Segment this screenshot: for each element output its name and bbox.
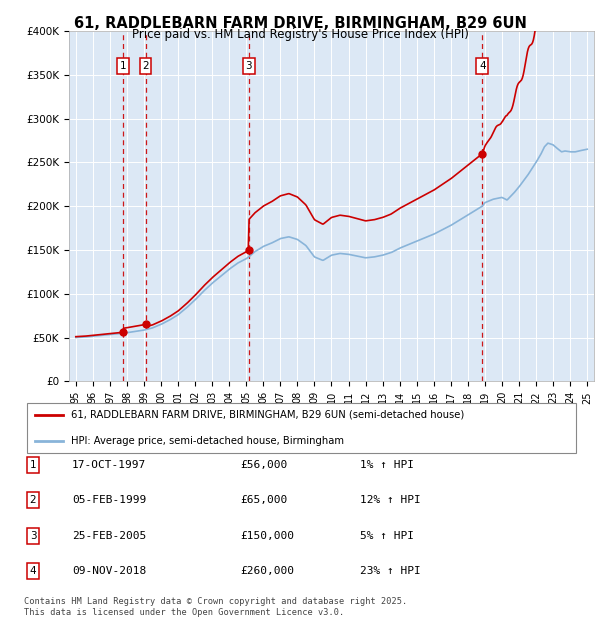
Text: 1: 1	[29, 460, 37, 470]
Text: 1% ↑ HPI: 1% ↑ HPI	[360, 460, 414, 470]
Text: 61, RADDLEBARN FARM DRIVE, BIRMINGHAM, B29 6UN (semi-detached house): 61, RADDLEBARN FARM DRIVE, BIRMINGHAM, B…	[71, 410, 464, 420]
FancyBboxPatch shape	[27, 403, 577, 453]
Text: 05-FEB-1999: 05-FEB-1999	[72, 495, 146, 505]
Text: HPI: Average price, semi-detached house, Birmingham: HPI: Average price, semi-detached house,…	[71, 436, 344, 446]
Text: 2: 2	[142, 61, 149, 71]
Text: 23% ↑ HPI: 23% ↑ HPI	[360, 566, 421, 576]
Text: Contains HM Land Registry data © Crown copyright and database right 2025.
This d: Contains HM Land Registry data © Crown c…	[24, 598, 407, 617]
Text: 61, RADDLEBARN FARM DRIVE, BIRMINGHAM, B29 6UN: 61, RADDLEBARN FARM DRIVE, BIRMINGHAM, B…	[74, 16, 526, 30]
Text: £260,000: £260,000	[240, 566, 294, 576]
Text: 3: 3	[29, 531, 37, 541]
Text: £150,000: £150,000	[240, 531, 294, 541]
Text: 4: 4	[479, 61, 485, 71]
Text: 12% ↑ HPI: 12% ↑ HPI	[360, 495, 421, 505]
Text: 1: 1	[120, 61, 127, 71]
Text: 17-OCT-1997: 17-OCT-1997	[72, 460, 146, 470]
Text: £56,000: £56,000	[240, 460, 287, 470]
Text: 2: 2	[29, 495, 37, 505]
Text: 5% ↑ HPI: 5% ↑ HPI	[360, 531, 414, 541]
Text: 3: 3	[245, 61, 252, 71]
Text: 25-FEB-2005: 25-FEB-2005	[72, 531, 146, 541]
Text: £65,000: £65,000	[240, 495, 287, 505]
Text: 4: 4	[29, 566, 37, 576]
Text: Price paid vs. HM Land Registry's House Price Index (HPI): Price paid vs. HM Land Registry's House …	[131, 28, 469, 41]
Text: 09-NOV-2018: 09-NOV-2018	[72, 566, 146, 576]
